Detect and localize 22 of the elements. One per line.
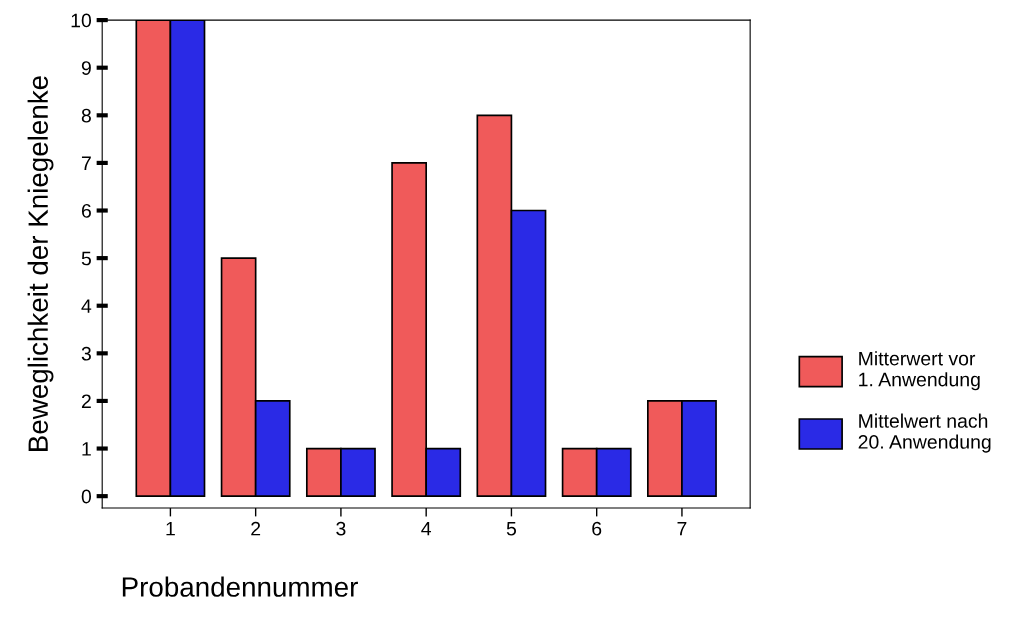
legend-label: Mittelwert nach 20. Anwendung <box>858 413 991 453</box>
y-tick-label: 4 <box>81 299 92 313</box>
legend-label: Mitterwert vor 1. Anwendung <box>859 351 980 391</box>
y-tick-label: 9 <box>81 61 91 75</box>
x-tick-label: 6 <box>592 521 602 536</box>
y-tick-label: 6 <box>81 203 91 218</box>
y-tick-label: 0 <box>81 489 92 504</box>
y-tick-label: 7 <box>81 156 91 170</box>
y-tick-label: 1 <box>82 442 91 456</box>
x-axis-title: Probandennummer <box>122 576 358 597</box>
y-tick-label: 3 <box>81 346 91 361</box>
y-axis-title: Beweglichkeit der Kniegelenke <box>27 76 54 451</box>
x-tick-label: 1 <box>166 521 175 536</box>
y-tick-label: 10 <box>71 13 92 28</box>
x-tick-label: 5 <box>506 521 517 536</box>
y-tick-label: 2 <box>81 394 91 408</box>
x-tick-label: 7 <box>677 521 687 536</box>
x-tick-label: 4 <box>421 521 432 536</box>
x-tick-label: 2 <box>251 521 261 536</box>
x-tick-label: 3 <box>336 521 346 536</box>
y-tick-label: 8 <box>81 108 91 123</box>
y-tick-label: 5 <box>81 251 91 266</box>
